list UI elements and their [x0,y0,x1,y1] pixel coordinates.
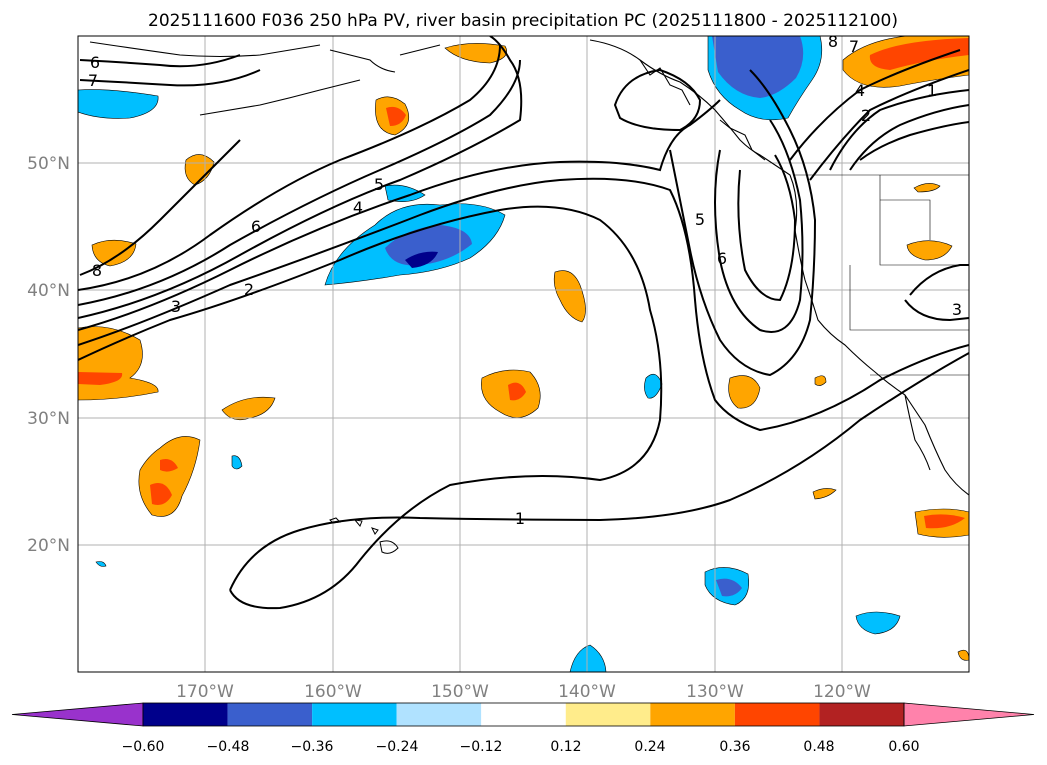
colorbar-extend-high [903,702,1035,727]
colorbar-segment [819,703,904,726]
latitude-labels: 50°N 40°N 30°N 20°N [27,154,70,556]
colorbar-segment [396,703,482,726]
colorbar-tick-label: 0.48 [803,739,834,755]
colorbar: −0.60 −0.48 −0.36 −0.24 −0.12 0.12 0.24 … [11,702,1035,755]
contour-label: 8 [828,32,838,51]
colorbar-tick-label: −0.36 [291,739,334,755]
colorbar-tick-label: −0.12 [460,739,503,755]
lon-label: 150°W [431,682,489,702]
colorbar-segments [11,702,1035,727]
contour-label: 4 [353,198,363,217]
lat-label: 50°N [27,154,70,174]
colorbar-tick-label: 0.60 [888,739,919,755]
contour-label: 8 [92,261,102,280]
map-gridlines [78,36,969,672]
coastlines [89,39,969,496]
longitude-labels: 170°W 160°W 150°W 140°W 130°W 120°W [176,682,871,702]
contour-labels: 6 7 8 6 5 4 3 2 1 5 6 1 2 4 3 7 8 [88,32,962,528]
lon-label: 120°W [813,682,871,702]
contour-label: 5 [374,175,384,194]
contour-label: 3 [171,297,181,316]
lat-label: 20°N [27,536,70,556]
colorbar-tick-labels: −0.60 −0.48 −0.36 −0.24 −0.12 0.12 0.24 … [122,739,920,755]
political-borders [795,174,969,376]
lat-label: 40°N [27,281,70,301]
pv-contours [78,36,969,610]
map-frame [77,35,970,673]
contour-label: 6 [251,217,261,236]
colorbar-tick-label: 0.36 [719,739,750,755]
contour-label: 4 [855,81,865,100]
lon-label: 140°W [558,682,616,702]
colorbar-tick-label: 0.12 [550,739,581,755]
contour-label: 5 [695,210,705,229]
colorbar-segment [227,703,313,726]
colorbar-tick-label: −0.24 [376,739,419,755]
precip-positive-shading [78,36,969,661]
colorbar-segment [565,703,651,726]
lon-label: 160°W [304,682,362,702]
map-area: 6 7 8 6 5 4 3 2 1 5 6 1 2 4 3 7 8 [78,32,969,672]
contour-label: 1 [927,81,937,100]
colorbar-segment [143,703,228,726]
colorbar-segment [734,703,820,726]
lon-label: 130°W [686,682,744,702]
colorbar-extend-low [11,702,144,727]
contour-label: 7 [849,37,859,56]
contour-label: 3 [952,300,962,319]
contour-label: 1 [515,509,525,528]
contour-label: 6 [90,53,100,72]
contour-label: 6 [717,249,727,268]
colorbar-segment [650,703,735,726]
contour-label: 2 [861,106,871,125]
lon-label: 170°W [176,682,234,702]
figure-title: 2025111600 F036 250 hPa PV, river basin … [148,11,898,31]
colorbar-tick-label: −0.60 [122,739,165,755]
colorbar-tick-label: 0.24 [634,739,665,755]
colorbar-segment [312,703,397,726]
colorbar-frame [142,702,905,727]
contour-label: 2 [244,280,254,299]
colorbar-segment [481,703,566,726]
colorbar-tick-label: −0.48 [207,739,250,755]
contour-label: 7 [88,71,98,90]
lat-label: 30°N [27,409,70,429]
